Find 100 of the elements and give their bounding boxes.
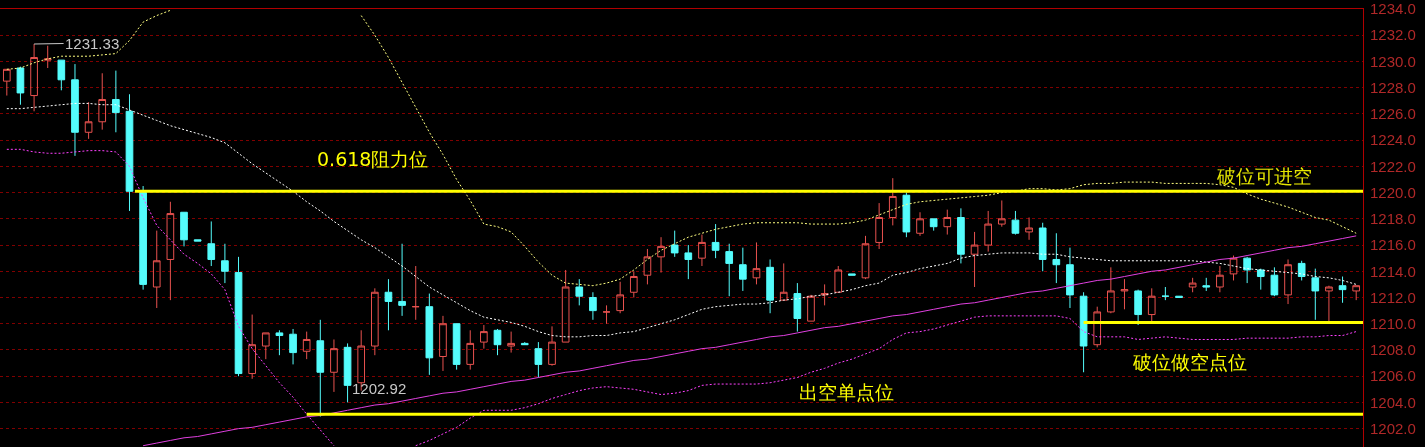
candlestick xyxy=(1284,258,1292,305)
candlestick xyxy=(1338,276,1347,304)
candlestick xyxy=(370,287,379,356)
y-tick-label: 1226.0 xyxy=(1370,105,1416,123)
y-tick-label: 1220.0 xyxy=(1370,183,1416,201)
y-tick-label: 1204.0 xyxy=(1370,393,1416,411)
candlestick xyxy=(629,270,638,298)
candlestick xyxy=(1216,265,1224,293)
candlestick xyxy=(766,258,774,314)
candlestick xyxy=(289,328,297,365)
ref-line-label: 破位做空点位 xyxy=(1132,351,1247,373)
y-tick-label: 1214.0 xyxy=(1370,262,1416,280)
candlestick xyxy=(670,230,679,258)
candlestick xyxy=(589,291,597,321)
candlestick xyxy=(657,236,665,274)
candlestick xyxy=(180,211,188,247)
candlestick xyxy=(193,239,202,242)
candlestick xyxy=(234,256,243,377)
candlestick xyxy=(1243,256,1251,284)
candlestick xyxy=(807,294,815,322)
candlestick xyxy=(820,283,829,306)
y-tick-label: 1230.0 xyxy=(1370,52,1416,70)
candlestick xyxy=(316,319,325,418)
candlestick xyxy=(398,243,406,317)
candlestick xyxy=(943,209,952,236)
candlestick xyxy=(261,332,270,360)
candlestick xyxy=(711,223,720,259)
candlestick xyxy=(1093,306,1102,348)
candlestick xyxy=(166,201,175,301)
candlestick xyxy=(275,329,284,356)
candlestick xyxy=(30,43,38,112)
candlestick xyxy=(1161,286,1170,301)
candlestick xyxy=(616,281,624,314)
y-tick-label: 1202.0 xyxy=(1370,419,1416,437)
candlestick xyxy=(343,342,352,403)
candlestick xyxy=(152,230,161,309)
y-tick-label: 1222.0 xyxy=(1370,157,1416,175)
candlestick xyxy=(793,282,802,333)
candlestick xyxy=(970,231,979,288)
candlestick xyxy=(439,315,447,372)
candlestick xyxy=(43,45,52,69)
candlestick xyxy=(1147,287,1156,322)
candlestick xyxy=(602,304,611,325)
y-tick-label: 1228.0 xyxy=(1370,78,1416,96)
candlestick xyxy=(848,273,856,276)
candlestick xyxy=(125,93,134,212)
candlestick xyxy=(98,72,107,131)
candlestick xyxy=(561,269,570,343)
candlestick xyxy=(1066,247,1074,309)
y-tick-label: 1232.0 xyxy=(1370,26,1416,44)
candlestick xyxy=(1188,277,1197,293)
candlestick xyxy=(957,207,965,264)
candlestick xyxy=(834,265,843,293)
annotation: 破位可进空 xyxy=(1216,165,1312,187)
candlestick xyxy=(1325,285,1333,322)
candlestick xyxy=(725,243,734,297)
candlestick xyxy=(1311,268,1320,321)
y-tick-label: 1208.0 xyxy=(1370,341,1416,359)
y-tick-label: 1210.0 xyxy=(1370,314,1416,332)
line-series xyxy=(142,235,1357,447)
candlestick xyxy=(575,278,584,306)
candlestick xyxy=(1202,277,1211,292)
annotation: 1202.92 xyxy=(352,380,407,397)
y-tick-label: 1234.0 xyxy=(1370,0,1416,18)
ref-line-label: 0.618阻力位 xyxy=(317,148,429,170)
candlestick xyxy=(384,278,393,331)
annotation: 1231.33 xyxy=(65,35,120,52)
candlestick xyxy=(861,235,870,280)
candlestick xyxy=(411,265,420,321)
candlestick xyxy=(1352,285,1361,301)
candlestick xyxy=(139,185,147,291)
candlestick xyxy=(84,101,93,140)
candlestick xyxy=(1011,210,1020,236)
candlestick xyxy=(684,244,693,280)
candlestick xyxy=(875,202,883,250)
y-tick-label: 1224.0 xyxy=(1370,131,1416,149)
candlestick xyxy=(16,66,25,106)
candlestick xyxy=(1107,266,1115,314)
ref-line-label: 出空单点位 xyxy=(799,381,894,403)
candlestick xyxy=(466,329,475,371)
candlestick xyxy=(1052,232,1061,284)
candlestick xyxy=(248,314,256,380)
candlestick xyxy=(984,210,993,253)
candlestick xyxy=(507,331,515,354)
candlestick xyxy=(752,241,761,285)
candlestick xyxy=(1256,268,1265,291)
candlestick xyxy=(1134,289,1142,326)
candlestick xyxy=(888,177,897,226)
candlestick xyxy=(425,293,434,376)
candlestick xyxy=(452,323,461,371)
candlestick xyxy=(1079,291,1088,373)
line-series xyxy=(6,102,1357,338)
candlestick xyxy=(112,70,120,133)
candlestick xyxy=(480,324,488,350)
candlestick xyxy=(1120,278,1129,310)
candlestick xyxy=(330,338,338,393)
candlestick xyxy=(493,328,502,356)
candlestick xyxy=(548,325,556,367)
candlestick xyxy=(997,199,1006,228)
candlestick xyxy=(1229,255,1238,281)
